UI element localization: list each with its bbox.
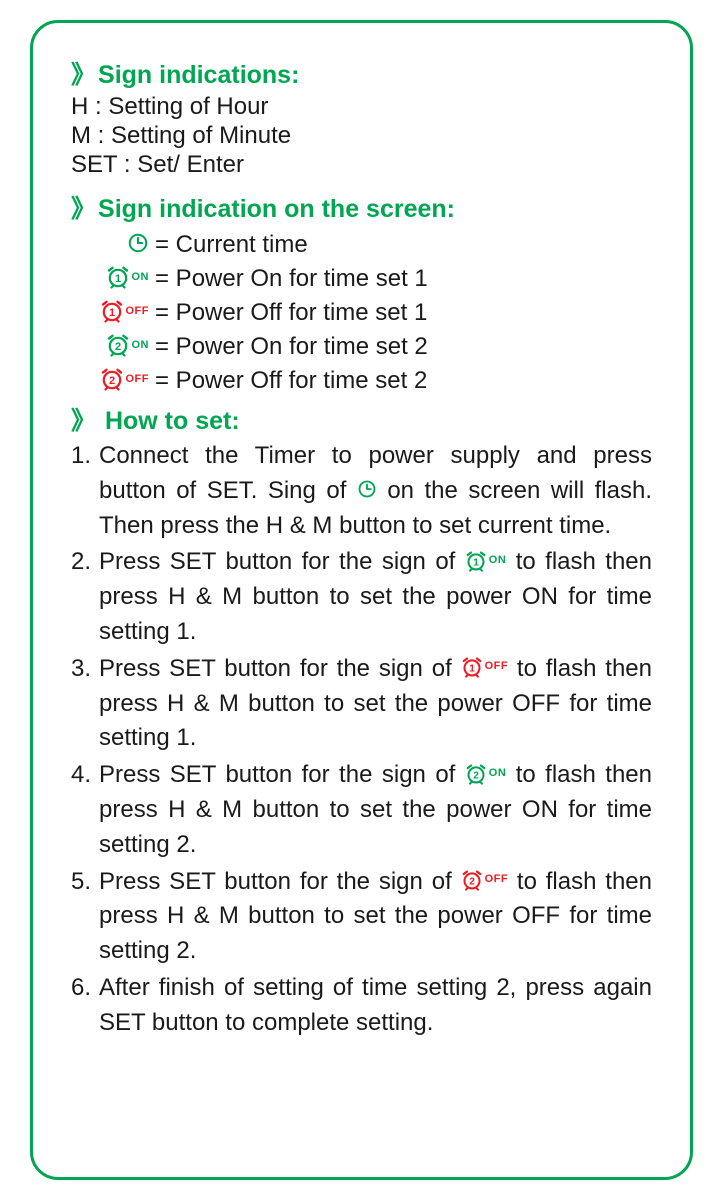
- definition-line: SET : Set/ Enter: [71, 151, 652, 179]
- step-number: 2.: [71, 545, 99, 649]
- legend-icon-cell: 1 ON: [71, 267, 149, 291]
- section1-heading: 》Sign indications:: [71, 55, 652, 91]
- alarm-clock-icon: 2: [100, 367, 124, 391]
- instruction-card: 》Sign indications: H : Setting of HourM …: [30, 20, 693, 1180]
- step-number: 5.: [71, 865, 99, 969]
- alarm-clock-icon: 2: [465, 763, 487, 785]
- step-text: Press SET button for the sign of: [99, 655, 461, 682]
- icon-group: 2 OFF: [100, 367, 150, 391]
- legend-icon-cell: 2 OFF: [71, 369, 149, 393]
- alarm-clock-icon: 2: [461, 869, 483, 891]
- icon-group: 2 ON: [465, 763, 507, 785]
- definition-line: M : Setting of Minute: [71, 122, 652, 150]
- step-number: 3.: [71, 652, 99, 756]
- section1-lines: H : Setting of HourM : Setting of Minute…: [71, 93, 652, 179]
- clock-icon: [357, 479, 377, 499]
- onoff-label: ON: [489, 553, 507, 569]
- alarm-clock-icon: 1: [465, 550, 487, 572]
- onoff-label: OFF: [126, 373, 150, 385]
- step-body: After finish of setting of time setting …: [99, 971, 652, 1041]
- onoff-label: ON: [132, 271, 150, 283]
- step-text: Press SET button for the sign of: [99, 548, 465, 575]
- onoff-label: ON: [132, 339, 150, 351]
- icon-group: 2 OFF: [461, 869, 509, 891]
- section1-title: Sign indications:: [98, 61, 299, 89]
- svg-text:1: 1: [114, 273, 120, 285]
- step-body: Press SET button for the sign of 2 ON to…: [99, 758, 652, 862]
- clock-icon: [127, 232, 149, 254]
- section3-title: How to set:: [105, 407, 240, 435]
- step-text: After finish of setting of time setting …: [99, 974, 652, 1036]
- legend-text: = Power On for time set 2: [155, 333, 428, 361]
- chevron-icon: 》: [71, 195, 96, 223]
- step-number: 1.: [71, 439, 99, 543]
- onoff-label: OFF: [485, 872, 509, 888]
- onoff-label: ON: [489, 766, 507, 782]
- step-body: Connect the Timer to power supply and pr…: [99, 439, 652, 543]
- legend-icon-cell: 2 ON: [71, 335, 149, 359]
- chevron-icon: 》: [71, 61, 96, 89]
- step-item: 1.Connect the Timer to power supply and …: [71, 439, 652, 543]
- svg-text:2: 2: [469, 877, 475, 888]
- legend-text: = Power On for time set 1: [155, 265, 428, 293]
- svg-text:2: 2: [114, 341, 120, 353]
- svg-text:2: 2: [108, 375, 114, 387]
- alarm-clock-icon: 2: [106, 333, 130, 357]
- icon-group: 1 OFF: [100, 299, 150, 323]
- legend-icon-cell: 1 OFF: [71, 301, 149, 325]
- icon-group: [357, 479, 377, 499]
- svg-text:1: 1: [469, 664, 475, 675]
- icon-group: 1 ON: [106, 265, 150, 289]
- step-body: Press SET button for the sign of 2 OFF t…: [99, 865, 652, 969]
- legend-text: = Power Off for time set 2: [155, 367, 427, 395]
- step-body: Press SET button for the sign of 1 ON to…: [99, 545, 652, 649]
- section2-title: Sign indication on the screen:: [98, 195, 455, 223]
- svg-text:1: 1: [108, 307, 114, 319]
- step-item: 4.Press SET button for the sign of 2 ON …: [71, 758, 652, 862]
- step-number: 6.: [71, 971, 99, 1041]
- legend-row: 2 OFF = Power Off for time set 2: [71, 367, 652, 395]
- icon-group: [127, 232, 149, 254]
- steps-list: 1.Connect the Timer to power supply and …: [71, 439, 652, 1041]
- step-number: 4.: [71, 758, 99, 862]
- legend-text: = Current time: [155, 231, 308, 259]
- section3-heading: 》 How to set:: [71, 401, 652, 437]
- alarm-clock-icon: 1: [100, 299, 124, 323]
- section2-heading: 》Sign indication on the screen:: [71, 189, 652, 225]
- legend-icon-cell: [71, 234, 149, 256]
- legend-row: 2 ON = Power On for time set 2: [71, 333, 652, 361]
- icon-group: 1 OFF: [461, 656, 509, 678]
- step-text: Press SET button for the sign of: [99, 761, 465, 788]
- onoff-label: OFF: [485, 659, 509, 675]
- step-item: 6.After finish of setting of time settin…: [71, 971, 652, 1041]
- svg-text:2: 2: [473, 770, 479, 781]
- legend-row: 1 OFF = Power Off for time set 1: [71, 299, 652, 327]
- legend-list: = Current time 1 ON = Power On for time …: [71, 231, 652, 395]
- icon-group: 1 ON: [465, 550, 507, 572]
- step-text: Press SET button for the sign of: [99, 868, 461, 895]
- chevron-icon: 》: [71, 407, 96, 435]
- icon-group: 2 ON: [106, 333, 150, 357]
- legend-text: = Power Off for time set 1: [155, 299, 427, 327]
- alarm-clock-icon: 1: [106, 265, 130, 289]
- step-body: Press SET button for the sign of 1 OFF t…: [99, 652, 652, 756]
- step-item: 5.Press SET button for the sign of 2 OFF…: [71, 865, 652, 969]
- onoff-label: OFF: [126, 305, 150, 317]
- legend-row: 1 ON = Power On for time set 1: [71, 265, 652, 293]
- step-item: 3.Press SET button for the sign of 1 OFF…: [71, 652, 652, 756]
- alarm-clock-icon: 1: [461, 656, 483, 678]
- legend-row: = Current time: [71, 231, 652, 259]
- svg-text:1: 1: [473, 558, 479, 569]
- definition-line: H : Setting of Hour: [71, 93, 652, 121]
- step-item: 2.Press SET button for the sign of 1 ON …: [71, 545, 652, 649]
